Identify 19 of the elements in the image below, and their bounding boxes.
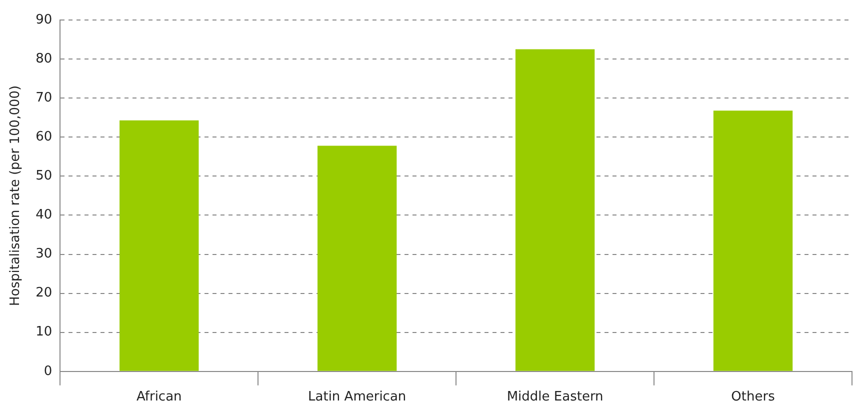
x-tick-label: African <box>136 390 182 405</box>
y-axis-title: Hospitalisation rate (per 100,000) <box>8 85 24 306</box>
y-tick-label: 80 <box>36 51 52 66</box>
y-tick-label: 10 <box>36 324 52 340</box>
x-tick-label: Latin American <box>308 390 406 405</box>
y-tick-label: 40 <box>36 208 52 223</box>
y-tick-label: 50 <box>36 168 52 184</box>
bar <box>120 120 199 371</box>
y-tick-label: 60 <box>36 130 52 145</box>
y-tick-label: 20 <box>36 286 52 301</box>
y-tick-label: 90 <box>36 12 52 28</box>
bar <box>317 146 397 371</box>
bar <box>713 110 793 371</box>
y-tick-label: 30 <box>36 246 52 262</box>
y-tick-label: 0 <box>44 364 52 379</box>
bar <box>515 49 595 371</box>
x-tick-label: Middle Eastern <box>506 390 604 405</box>
x-tick-label: Others <box>731 390 776 405</box>
y-tick-label: 70 <box>36 90 52 106</box>
